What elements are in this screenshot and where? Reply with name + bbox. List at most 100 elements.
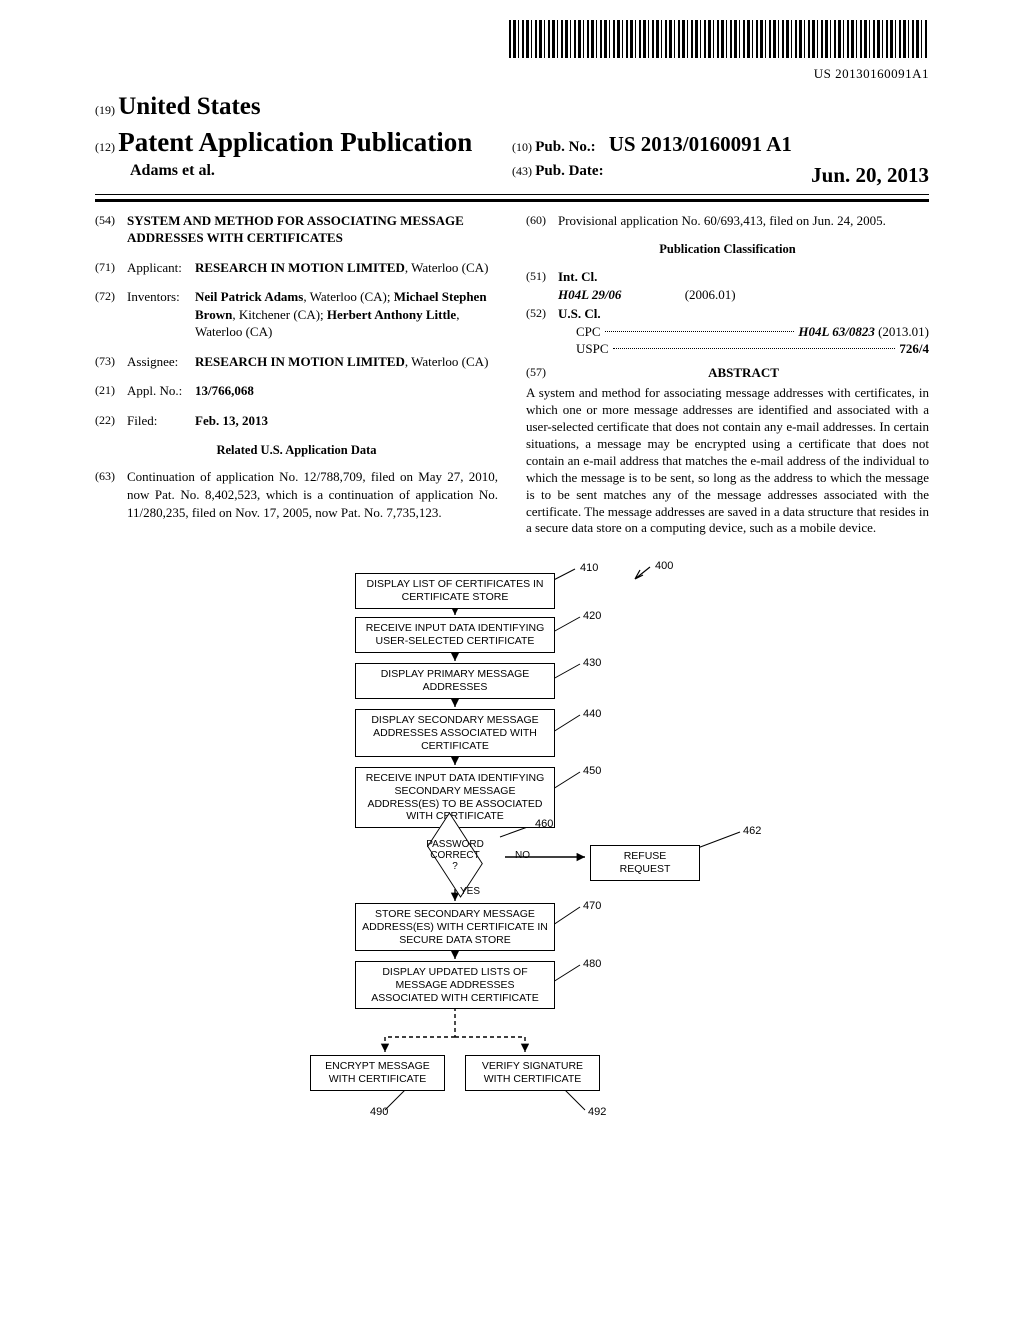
header: (19) United States (12) Patent Applicati… (95, 90, 929, 190)
assignee-loc: , Waterloo (CA) (405, 354, 489, 369)
field-label: Appl. No.: (127, 382, 195, 400)
field-63: (63) Continuation of application No. 12/… (95, 468, 498, 521)
pub-date-code: (43) (512, 164, 532, 178)
inventor-loc: , Waterloo (CA); (303, 289, 393, 304)
field-code: (72) (95, 288, 127, 341)
flow-box-410: DISPLAY LIST OF CERTIFICATES IN CERTIFIC… (355, 573, 555, 608)
flow-decision-460: PASSWORD CORRECT ? (410, 825, 500, 885)
ref-462: 462 (743, 824, 761, 839)
flow-box-420: RECEIVE INPUT DATA IDENTIFYING USER-SELE… (355, 617, 555, 652)
field-code: (51) (526, 268, 558, 303)
ref-490: 490 (370, 1105, 388, 1120)
field-code: (22) (95, 412, 127, 430)
field-22: (22) Filed: Feb. 13, 2013 (95, 412, 498, 430)
abstract: A system and method for associating mess… (526, 385, 929, 537)
decision-text: PASSWORD CORRECT (426, 839, 484, 861)
continuation: Continuation of application No. 12/788,7… (127, 468, 498, 521)
ref-450: 450 (583, 764, 601, 779)
field-code: (73) (95, 353, 127, 371)
ref-460: 460 (535, 817, 553, 832)
flow-box-440: DISPLAY SECONDARY MESSAGE ADDRESSES ASSO… (355, 709, 555, 757)
left-column: (54) SYSTEM AND METHOD FOR ASSOCIATING M… (95, 212, 498, 538)
field-label: Applicant: (127, 259, 195, 277)
ref-440: 440 (583, 707, 601, 722)
filed-value: Feb. 13, 2013 (195, 413, 268, 428)
flow-box-490: ENCRYPT MESSAGE WITH CERTIFICATE (310, 1055, 445, 1090)
inventor-name: Neil Patrick Adams (195, 289, 303, 304)
inventor-loc: , Kitchener (CA); (232, 307, 327, 322)
pub-type: Patent Application Publication (118, 127, 472, 157)
int-cl-code: H04L 29/06 (558, 287, 621, 302)
flow-box-492: VERIFY SIGNATURE WITH CERTIFICATE (465, 1055, 600, 1090)
cpc-year: (2013.01) (878, 323, 929, 341)
decision-q: ? (452, 861, 458, 872)
us-cl: U.S. Cl. CPC H04L 63/0823 (2013.01) USPC… (558, 305, 929, 358)
pub-type-code: (12) (95, 140, 115, 154)
pub-no-code: (10) (512, 140, 532, 154)
country: United States (118, 93, 260, 120)
uspc-row: USPC 726/4 (576, 340, 929, 358)
field-71: (71) Applicant: RESEARCH IN MOTION LIMIT… (95, 259, 498, 277)
field-label: Inventors: (127, 288, 195, 341)
inventors: Neil Patrick Adams, Waterloo (CA); Micha… (195, 288, 498, 341)
field-60: (60) Provisional application No. 60/693,… (526, 212, 929, 230)
barcode-text: US 20130160091A1 (95, 65, 929, 83)
leader (613, 348, 896, 349)
ref-492: 492 (588, 1105, 606, 1120)
flow-box-450: RECEIVE INPUT DATA IDENTIFYING SECONDARY… (355, 767, 555, 827)
ref-420: 420 (583, 609, 601, 624)
authors: Adams et al. (130, 160, 512, 182)
int-cl-label: Int. Cl. (558, 269, 597, 284)
ref-470: 470 (583, 899, 601, 914)
ref-410: 410 (580, 561, 598, 576)
provisional: Provisional application No. 60/693,413, … (558, 212, 929, 230)
field-21: (21) Appl. No.: 13/766,068 (95, 382, 498, 400)
field-code: (63) (95, 468, 127, 521)
abstract-heading: ABSTRACT (558, 364, 929, 382)
cpc-value: H04L 63/0823 (798, 323, 874, 341)
assignee-name: RESEARCH IN MOTION LIMITED (195, 354, 405, 369)
uspc-value: 726/4 (899, 340, 929, 358)
field-label: Filed: (127, 412, 195, 430)
flowchart: DISPLAY LIST OF CERTIFICATES IN CERTIFIC… (95, 557, 929, 1137)
field-code: (52) (526, 305, 558, 358)
appl-no-value: 13/766,068 (195, 383, 254, 398)
applicant-name: RESEARCH IN MOTION LIMITED (195, 260, 405, 275)
assignee: RESEARCH IN MOTION LIMITED, Waterloo (CA… (195, 353, 498, 371)
applicant-loc: , Waterloo (CA) (405, 260, 489, 275)
flow-box-462: REFUSE REQUEST (590, 845, 700, 880)
field-51: (51) Int. Cl. H04L 29/06 (2006.01) (526, 268, 929, 303)
ref-430: 430 (583, 656, 601, 671)
leader (605, 331, 795, 332)
int-cl: Int. Cl. H04L 29/06 (2006.01) (558, 268, 929, 303)
classification-heading: Publication Classification (526, 241, 929, 258)
filed-date: Feb. 13, 2013 (195, 412, 498, 430)
body-columns: (54) SYSTEM AND METHOD FOR ASSOCIATING M… (95, 212, 929, 538)
us-cl-label: U.S. Cl. (558, 306, 601, 321)
pub-date-label: Pub. Date: (535, 163, 603, 179)
pub-date: Jun. 20, 2013 (811, 161, 929, 189)
barcode-section: US 20130160091A1 (95, 20, 929, 82)
label-yes: YES (460, 885, 480, 899)
ref-480: 480 (583, 957, 601, 972)
field-52: (52) U.S. Cl. CPC H04L 63/0823 (2013.01)… (526, 305, 929, 358)
field-code: (21) (95, 382, 127, 400)
label-no: NO (515, 849, 530, 863)
field-72: (72) Inventors: Neil Patrick Adams, Wate… (95, 288, 498, 341)
int-cl-year: (2006.01) (685, 287, 736, 302)
field-code: (54) (95, 212, 127, 247)
pub-no: US 2013/0160091 A1 (609, 132, 792, 156)
field-54: (54) SYSTEM AND METHOD FOR ASSOCIATING M… (95, 212, 498, 247)
flow-box-480: DISPLAY UPDATED LISTS OF MESSAGE ADDRESS… (355, 961, 555, 1009)
field-code: (60) (526, 212, 558, 230)
flow-box-470: STORE SECONDARY MESSAGE ADDRESS(ES) WITH… (355, 903, 555, 951)
cpc-label: CPC (576, 323, 601, 341)
uspc-label: USPC (576, 340, 609, 358)
field-73: (73) Assignee: RESEARCH IN MOTION LIMITE… (95, 353, 498, 371)
ref-400: 400 (655, 559, 673, 574)
flow-box-430: DISPLAY PRIMARY MESSAGE ADDRESSES (355, 663, 555, 698)
related-heading: Related U.S. Application Data (95, 442, 498, 459)
barcode (509, 20, 929, 58)
applicant: RESEARCH IN MOTION LIMITED, Waterloo (CA… (195, 259, 498, 277)
field-57: (57) ABSTRACT (526, 364, 929, 382)
